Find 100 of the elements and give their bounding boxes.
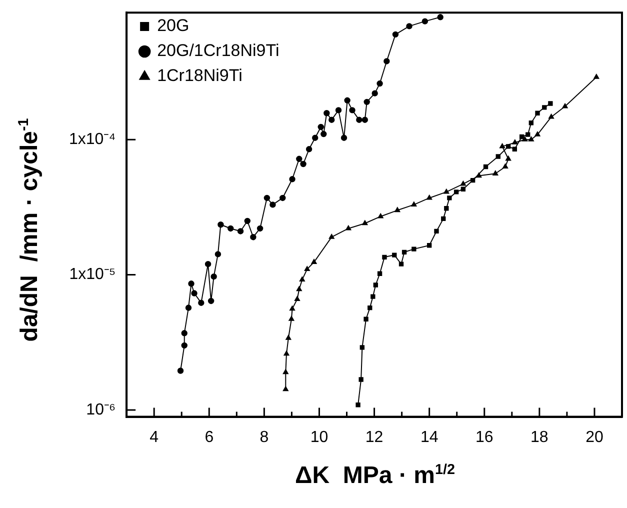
point (496, 154, 500, 159)
x-tick-label: 8 (260, 428, 269, 446)
point (358, 377, 364, 382)
point (364, 98, 370, 106)
point (328, 116, 335, 123)
y-tick-label: 1x10⁻⁵ (69, 266, 116, 284)
point (181, 330, 188, 336)
point (434, 228, 439, 234)
point (340, 134, 348, 141)
point (210, 273, 217, 280)
point (289, 176, 296, 182)
point (177, 368, 184, 374)
point (270, 202, 276, 208)
point (426, 243, 432, 248)
point (422, 18, 428, 24)
x-tick-label: 18 (530, 428, 548, 446)
point (320, 130, 327, 138)
point (181, 342, 188, 349)
point (312, 134, 318, 141)
point (512, 146, 517, 152)
x-tick-label: 20 (586, 428, 604, 446)
point (188, 280, 194, 287)
point (548, 114, 554, 119)
point (250, 234, 256, 240)
point (378, 213, 384, 218)
point (535, 110, 540, 116)
point (528, 136, 534, 142)
legend-label: 20G/1Cr18Ni9Ti (157, 41, 280, 60)
point (349, 107, 356, 114)
point (377, 271, 382, 276)
x-tick-label: 14 (420, 428, 438, 446)
point (208, 298, 214, 304)
point (304, 266, 310, 271)
point (437, 14, 444, 20)
point (228, 225, 234, 232)
point (512, 140, 518, 144)
point (284, 350, 290, 356)
point (542, 105, 547, 110)
point (460, 180, 466, 186)
point (296, 286, 302, 292)
point (204, 260, 212, 268)
point (373, 282, 378, 288)
point (372, 90, 378, 96)
y-tick-label: 10⁻⁶ (86, 401, 116, 418)
point (506, 156, 512, 161)
point (502, 164, 508, 169)
point (368, 305, 372, 310)
point (356, 402, 360, 408)
x-tick-label: 4 (150, 428, 159, 446)
point (562, 103, 568, 108)
point (370, 294, 376, 299)
point (198, 300, 204, 306)
point (398, 262, 404, 266)
point (324, 110, 330, 116)
point (328, 234, 334, 239)
point (218, 222, 224, 228)
x-tick-label: 6 (204, 428, 214, 446)
point (534, 131, 540, 136)
point (360, 345, 365, 350)
point (185, 304, 192, 311)
point (526, 132, 530, 137)
point (392, 31, 399, 38)
point (528, 120, 534, 126)
point (214, 251, 222, 258)
legend-label: 1Cr18Ni9Ti (157, 66, 242, 86)
point (280, 194, 286, 202)
point (344, 97, 350, 104)
x-axis-title: ΔK MPa · m$^{1/2}$ (294, 462, 456, 490)
point (286, 335, 292, 340)
x-tick-label: 10 (310, 428, 328, 446)
point (470, 178, 476, 183)
point (548, 101, 553, 106)
point (447, 196, 452, 200)
point (290, 306, 296, 311)
point (318, 124, 324, 130)
point (382, 254, 387, 260)
point (256, 225, 264, 232)
point (460, 186, 466, 192)
point (300, 160, 306, 168)
point (264, 194, 270, 202)
point (346, 225, 352, 230)
x-tick-label: 16 (475, 428, 494, 446)
point (294, 296, 300, 301)
point (244, 218, 250, 224)
y-tick-label: 1x10⁻⁴ (68, 131, 116, 148)
point (402, 250, 407, 254)
point (384, 58, 390, 64)
point (394, 207, 400, 212)
point (492, 170, 498, 176)
point (454, 190, 459, 194)
point (282, 386, 288, 392)
point (412, 246, 416, 252)
point (426, 194, 432, 200)
point (500, 143, 506, 148)
point (522, 136, 528, 142)
point (288, 316, 294, 321)
point (444, 206, 449, 211)
point (594, 74, 600, 79)
point (506, 144, 511, 149)
point (356, 116, 362, 123)
